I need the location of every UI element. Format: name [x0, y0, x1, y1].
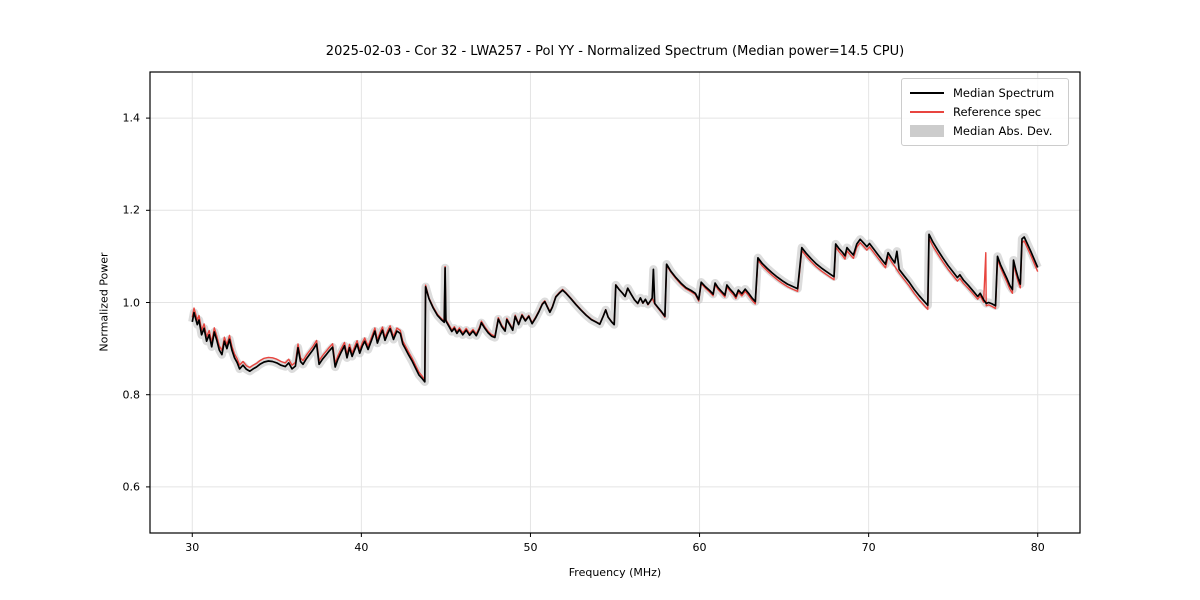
- legend-label: Median Spectrum: [953, 86, 1055, 101]
- y-tick-label: 1.2: [122, 203, 141, 217]
- x-tick-label: 70: [861, 541, 876, 554]
- median-spectrum-line: [191, 233, 1039, 383]
- x-tick-label: 40: [354, 541, 369, 554]
- y-tick-label: 0.8: [122, 388, 141, 402]
- y-axis-label: Normalized Power: [97, 252, 111, 352]
- reference-line-swatch: [910, 111, 944, 113]
- x-axis-label: Frequency (MHz): [568, 566, 662, 579]
- legend-label: Reference spec: [953, 105, 1042, 119]
- legend-item-median-abs-dev: Median Abs. Dev.: [910, 121, 1060, 140]
- x-tick-label: 60: [692, 541, 707, 554]
- x-tick-label: 80: [1030, 541, 1045, 554]
- legend-item-reference-spec: Reference spec: [910, 103, 1060, 122]
- x-tick-label: 50: [523, 541, 538, 554]
- chart-title: 2025-02-03 - Cor 32 - LWA257 - Pol YY - …: [325, 44, 905, 59]
- legend-item-median-spectrum: Median Spectrum: [910, 84, 1060, 103]
- legend: Median Spectrum Reference spec Median Ab…: [901, 78, 1069, 146]
- y-tick-label: 0.6: [122, 480, 141, 494]
- y-tick-label: 1.4: [122, 111, 141, 125]
- median-line-swatch: [910, 92, 944, 95]
- x-tick-label: 30: [185, 541, 200, 554]
- legend-label: Median Abs. Dev.: [953, 123, 1053, 138]
- mad-band-swatch: [910, 124, 944, 137]
- y-tick-label: 1.0: [122, 296, 141, 309]
